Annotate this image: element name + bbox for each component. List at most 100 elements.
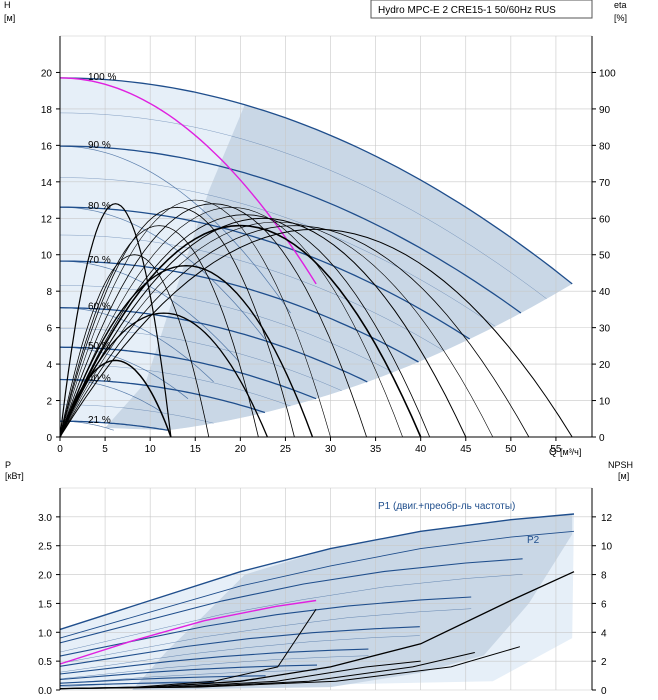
two-pump-curve: [60, 206, 471, 340]
npsh-axis-unit: [м]: [618, 471, 629, 481]
x-axis-label: Q: [549, 447, 557, 458]
speed-power-curve-thin: [59, 679, 266, 687]
efficiency-curve: [59, 312, 268, 438]
two-pump-curve: [59, 145, 522, 314]
intermediate-curve: [59, 112, 547, 299]
x-tick-label: 25: [280, 444, 292, 455]
efficiency-curve: [59, 254, 210, 438]
two-pump-curve: [60, 420, 168, 431]
speed-label: 40 %: [88, 374, 111, 385]
intermediate-curve: [59, 177, 496, 327]
speed-power-curve: [59, 675, 266, 684]
speed-power-curve-thin: [59, 635, 420, 673]
speed-label: 90 %: [88, 140, 111, 151]
power-tick-label: 1.0: [38, 628, 52, 639]
intermediate-curve: [60, 364, 291, 407]
single-pump-curve: [59, 307, 214, 383]
x-tick-label: 10: [145, 444, 157, 455]
y2-tick-label: 100: [599, 68, 616, 79]
highlight-power-curve: [59, 599, 317, 665]
efficiency-curve: [59, 199, 331, 438]
efficiency-curve: [59, 217, 467, 438]
power-tick-label: 3.0: [38, 513, 52, 524]
title-box: [370, 0, 593, 19]
bottom-axes-group: 0.0 0.5 1.0 1.5 2.0 2.5 3.0 0 2 4 6 8 10 12: [38, 488, 613, 697]
efficiency-curve: [59, 224, 422, 438]
speed-power-curve-thin: [59, 574, 523, 653]
intermediate-curve: [60, 328, 342, 391]
speed-power-curve-thin: [59, 608, 472, 664]
npsh-tick-label: 12: [601, 513, 613, 524]
efficiency-curve: [59, 359, 172, 438]
y2-tick-label: 30: [599, 324, 611, 335]
speed-power-curve-thin: [59, 655, 369, 680]
speed-power-curve-thin: [59, 669, 318, 684]
p1-curve: [59, 513, 575, 631]
top-axes-group: 0 2 4 6 8 10 12 14 16 18 20 0 10 20 30 40 50 60 70 80 90 100 0…: [41, 36, 616, 455]
efficiency-curve: [59, 228, 573, 438]
x-tick-label: 55: [550, 444, 562, 455]
legend-p1: P1 (двиг.+преобр-ль частоты): [378, 500, 515, 512]
single-pump-curve: [59, 206, 266, 340]
intermediate-curve: [60, 404, 214, 424]
efficiency-curve: [59, 203, 172, 438]
speed-power-curve: [59, 664, 318, 681]
power-tick-label: 2.0: [38, 571, 52, 582]
speed-label: 80 %: [88, 201, 111, 212]
y-tick-label: 18: [41, 105, 53, 116]
power-tick-label: 2.5: [38, 542, 52, 553]
y-axis-unit: [м]: [4, 13, 15, 23]
legend-p2: P2: [527, 535, 540, 546]
npsh-axis-label: NPSH: [608, 460, 633, 470]
y-tick-label: 2: [46, 397, 52, 408]
top-efficiency-group: [59, 199, 573, 438]
y2-tick-label: 20: [599, 360, 611, 371]
y2-tick-label: 50: [599, 251, 611, 262]
power-tick-label: 0.5: [38, 657, 52, 668]
intermediate-curve: [59, 234, 445, 352]
y2-tick-label: 70: [599, 178, 611, 189]
speed-label: 100 %: [88, 72, 116, 83]
y-tick-label: 6: [46, 324, 52, 335]
y-tick-label: 8: [46, 287, 52, 298]
x-tick-label: 35: [370, 444, 382, 455]
x-tick-label: 40: [415, 444, 427, 455]
npsh-speed-curve: [59, 646, 521, 690]
x-tick-label: 20: [235, 444, 247, 455]
x-tick-label: 50: [505, 444, 517, 455]
speed-label: 21 %: [88, 415, 111, 426]
npsh-tick-label: 4: [601, 628, 607, 639]
speed-power-curve: [59, 558, 523, 644]
power-envelope-dark: [132, 514, 573, 690]
y-tick-label: 12: [41, 214, 53, 225]
x-tick-label: 15: [190, 444, 202, 455]
efficiency-curve: [59, 206, 295, 438]
y2-axis-label: eta: [614, 0, 627, 10]
npsh-tick-label: 2: [601, 657, 607, 668]
x-tick-label: 30: [325, 444, 337, 455]
y-tick-label: 20: [41, 68, 53, 79]
npsh-tick-label: 10: [601, 542, 613, 553]
two-pump-curve: [60, 260, 419, 363]
y-tick-label: 14: [41, 178, 53, 189]
x-axis-unit: [м³/ч]: [560, 447, 581, 457]
efficiency-curve: [59, 225, 530, 438]
speed-label: 60 %: [88, 302, 111, 313]
efficiency-curve: [59, 264, 314, 438]
y2-tick-label: 10: [599, 397, 611, 408]
power-tick-label: 1.5: [38, 599, 52, 610]
efficiency-curve: [59, 221, 494, 438]
y2-axis-unit: [%]: [614, 13, 627, 23]
speed-power-curve: [59, 648, 369, 675]
npsh-tick-label: 8: [601, 571, 607, 582]
y-tick-label: 0: [46, 433, 52, 444]
x-tick-label: 5: [102, 444, 108, 455]
intermediate-curve: [60, 285, 394, 373]
speed-power-curve: [59, 626, 420, 667]
speed-label: 70 %: [88, 255, 111, 266]
y2-tick-label: 80: [599, 141, 611, 152]
y-tick-label: 16: [41, 141, 53, 152]
bottom-curves-group: [59, 513, 575, 690]
efficiency-curve: [59, 225, 259, 438]
